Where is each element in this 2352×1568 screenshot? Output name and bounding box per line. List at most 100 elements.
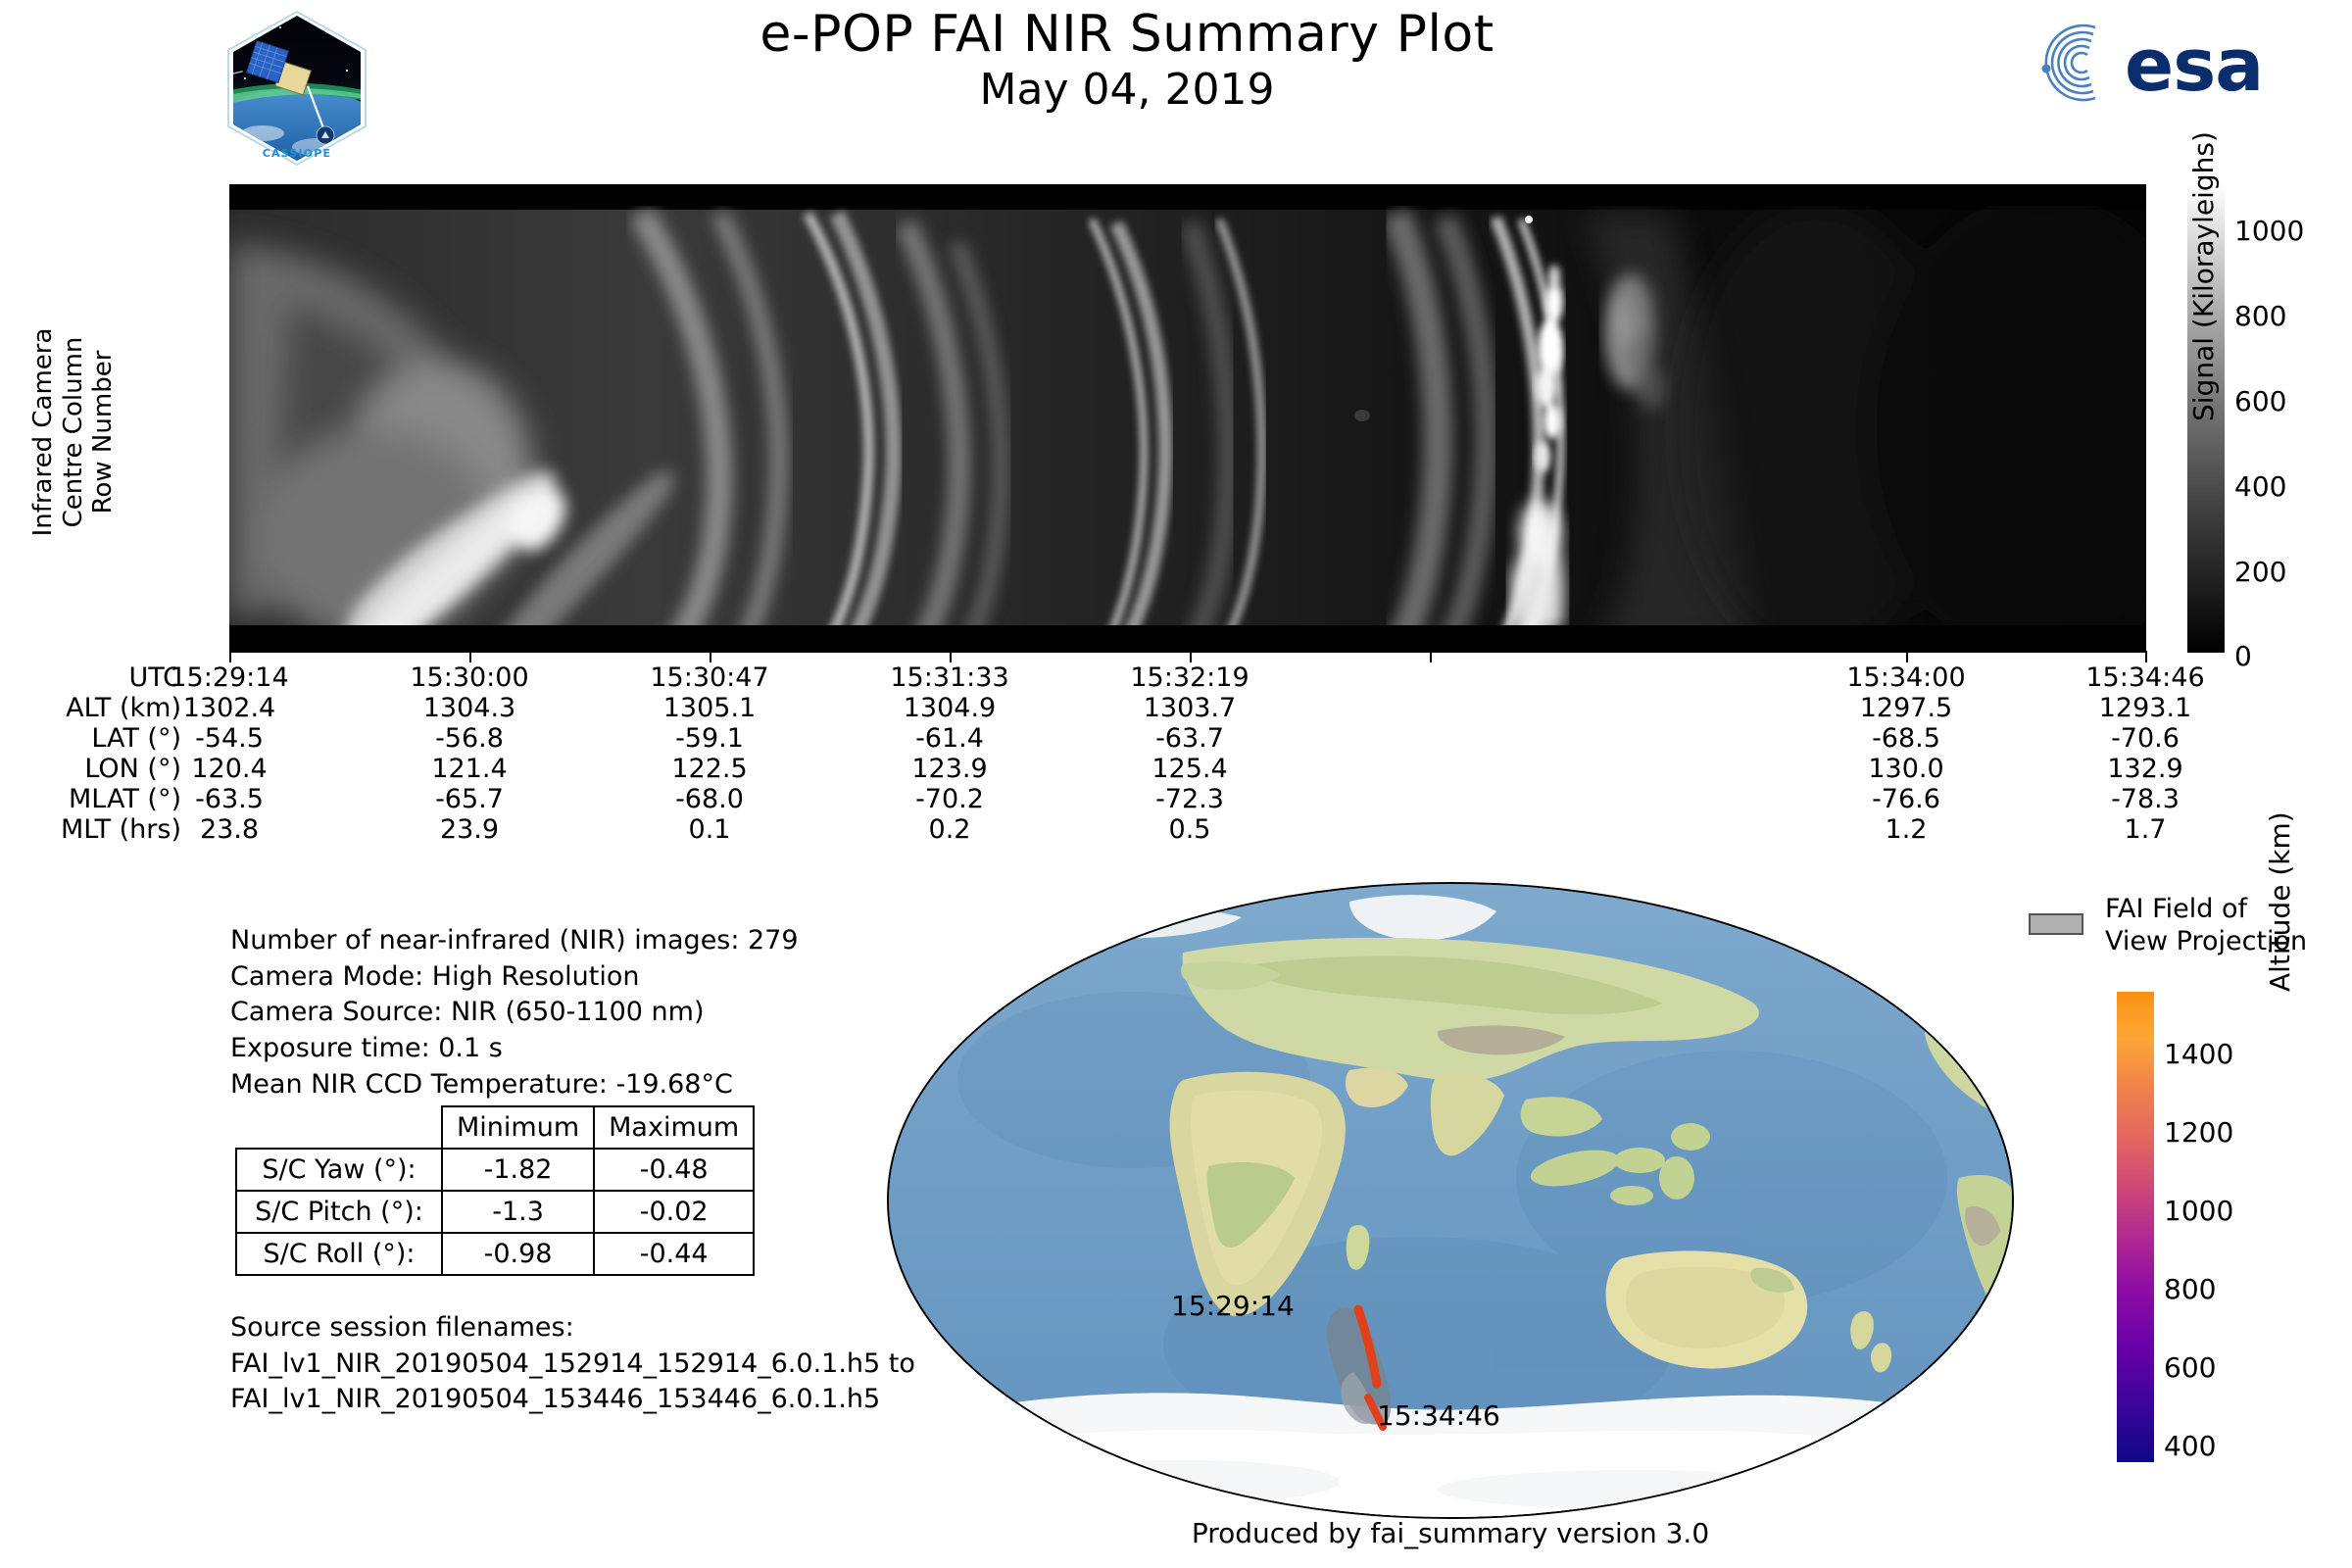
- attitude-label-pitch: S/C Pitch (°):: [235, 1190, 443, 1234]
- ephemeris-row-mlt: MLT (hrs) 23.8 23.9 0.1 0.2 0.5 1.2 1.7: [0, 814, 2283, 845]
- cassiope-logo: CASSIOPE: [223, 10, 370, 167]
- fai-fov-legend-swatch: [2029, 913, 2083, 935]
- ephemeris-cell-utc-4: 15:32:19: [1130, 662, 1250, 693]
- title-date: May 04, 2019: [979, 64, 1275, 115]
- info-line-ccd-temperature: Mean NIR CCD Temperature: -19.68°C: [230, 1068, 733, 1100]
- altitude-colorbar-tick-400: 400: [2164, 1430, 2217, 1462]
- signal-colorbar-tick-600: 600: [2234, 385, 2287, 417]
- ephemeris-cell-mlt-4: 0.5: [1168, 814, 1211, 845]
- attitude-pitch-min: -1.3: [440, 1190, 596, 1234]
- world-map-globe: [887, 882, 2014, 1519]
- signal-colorbar-tick-1000: 1000: [2234, 215, 2305, 247]
- keogram-y-axis-label: Infrared Camera Centre Column Row Number: [28, 158, 119, 707]
- attitude-label-roll: S/C Roll (°):: [235, 1232, 443, 1276]
- attitude-yaw-min: -1.82: [440, 1148, 596, 1192]
- fai-fov-swath-lower: [1341, 1372, 1375, 1424]
- ephemeris-cell-mlat-7: -78.3: [2111, 784, 2180, 814]
- esa-wordmark: esa: [2125, 24, 2263, 108]
- altitude-colorbar-tick-1400: 1400: [2164, 1038, 2234, 1070]
- ephemeris-cell-mlt-6: 1.2: [1885, 814, 1928, 845]
- ephemeris-cell-mlat-0: -63.5: [195, 784, 264, 814]
- ephemeris-cell-mlt-0: 23.8: [199, 814, 260, 845]
- attitude-table-header-row: Minimum Maximum: [236, 1105, 756, 1150]
- world-map: 15:29:14 15:34:46: [887, 882, 2014, 1519]
- ephemeris-cell-alt-0: 1302.4: [182, 693, 276, 723]
- keogram-y-axis-label-line1: Infrared Camera: [27, 327, 58, 537]
- attitude-table-row-yaw: S/C Yaw (°): -1.82 -0.48: [235, 1148, 756, 1192]
- ephemeris-cell-mlat-2: -68.0: [675, 784, 744, 814]
- ephemeris-cell-lat-2: -59.1: [675, 723, 744, 754]
- info-line-exposure-time: Exposure time: 0.1 s: [230, 1033, 503, 1064]
- ephemeris-row-label-lat: LAT (°): [91, 723, 181, 754]
- camera-info-block: Number of near-infrared (NIR) images: 27…: [230, 923, 799, 1103]
- ephemeris-cell-alt-3: 1304.9: [903, 693, 997, 723]
- ephemeris-cell-mlt-3: 0.2: [928, 814, 971, 845]
- ephemeris-cell-utc-2: 15:30:47: [650, 662, 769, 693]
- ephemeris-cell-mlt-7: 1.7: [2124, 814, 2167, 845]
- source-filenames-heading: Source session filenames:: [230, 1312, 574, 1343]
- cassiope-logo-caption: CASSIOPE: [263, 147, 332, 160]
- source-filename-first: FAI_lv1_NIR_20190504_152914_152914_6.0.1…: [230, 1348, 915, 1379]
- ephemeris-cell-lon-7: 132.9: [2107, 754, 2183, 784]
- orbit-track-lower: [1364, 1394, 1387, 1431]
- keogram-y-axis-label-line2: Centre Column: [58, 336, 88, 528]
- attitude-yaw-max: -0.48: [593, 1148, 756, 1192]
- ephemeris-table: UTC 15:29:14 15:30:00 15:30:47 15:31:33 …: [0, 651, 2283, 845]
- altitude-colorbar-tick-600: 600: [2164, 1351, 2217, 1384]
- ephemeris-cell-alt-7: 1293.1: [2098, 693, 2192, 723]
- altitude-colorbar-tick-800: 800: [2164, 1273, 2217, 1305]
- ephemeris-cell-lon-2: 122.5: [671, 754, 748, 784]
- esa-logo: esa: [2019, 14, 2313, 112]
- keogram-plot: 0 50 100 150 200 250: [229, 184, 2146, 653]
- ephemeris-row-label-utc: UTC: [128, 662, 181, 693]
- signal-colorbar-tick-800: 800: [2234, 300, 2287, 332]
- produced-by-caption: Produced by fai_summary version 3.0: [1191, 1517, 1710, 1549]
- map-start-time-label: 15:29:14: [1171, 1290, 1295, 1322]
- ephemeris-cell-lat-4: -63.7: [1155, 723, 1224, 754]
- signal-colorbar-tick-400: 400: [2234, 470, 2287, 503]
- info-line-image-count: Number of near-infrared (NIR) images: 27…: [230, 925, 799, 956]
- fai-fov-legend-line2: View Projection: [2105, 925, 2308, 956]
- altitude-colorbar: [2117, 992, 2154, 1462]
- ephemeris-cell-lon-3: 123.9: [911, 754, 988, 784]
- ephemeris-cell-lon-1: 121.4: [431, 754, 508, 784]
- ephemeris-cell-mlat-6: -76.6: [1872, 784, 1940, 814]
- attitude-table-header-maximum: Maximum: [593, 1105, 756, 1150]
- info-line-camera-source: Camera Source: NIR (650-1100 nm): [230, 997, 705, 1028]
- altitude-colorbar-tick-1200: 1200: [2164, 1116, 2234, 1149]
- ephemeris-cell-lat-6: -68.5: [1872, 723, 1940, 754]
- attitude-pitch-max: -0.02: [593, 1190, 756, 1234]
- page-title: e-POP FAI NIR Summary Plot May 04, 2019: [588, 8, 1666, 115]
- ephemeris-row-label-mlt: MLT (hrs): [60, 814, 181, 845]
- ephemeris-cell-alt-1: 1304.3: [422, 693, 516, 723]
- ephemeris-cell-mlt-2: 0.1: [688, 814, 731, 845]
- world-map-svg: [889, 884, 2012, 1517]
- ephemeris-row-label-alt: ALT (km): [66, 693, 181, 723]
- attitude-label-yaw: S/C Yaw (°):: [235, 1148, 443, 1192]
- ephemeris-row-label-lon: LON (°): [84, 754, 181, 784]
- orbit-track-upper: [1353, 1304, 1382, 1389]
- ephemeris-row-alt: ALT (km) 1302.4 1304.3 1305.1 1304.9 130…: [0, 693, 2283, 723]
- altitude-colorbar-tick-1000: 1000: [2164, 1195, 2234, 1227]
- ephemeris-row-lat: LAT (°) -54.5 -56.8 -59.1 -61.4 -63.7 -6…: [0, 723, 2283, 754]
- ephemeris-cell-utc-0: 15:29:14: [170, 662, 289, 693]
- ephemeris-row-utc: UTC 15:29:14 15:30:00 15:30:47 15:31:33 …: [0, 662, 2283, 693]
- ephemeris-cell-lat-0: -54.5: [195, 723, 264, 754]
- attitude-table-corner: [236, 1106, 442, 1149]
- ephemeris-cell-alt-4: 1303.7: [1143, 693, 1237, 723]
- keogram-y-axis-label-line3: Row Number: [88, 350, 119, 514]
- title-main: e-POP FAI NIR Summary Plot: [760, 5, 1494, 64]
- attitude-table-header-minimum: Minimum: [440, 1105, 596, 1150]
- signal-colorbar-tick-200: 200: [2234, 556, 2287, 588]
- map-end-time-label: 15:34:46: [1377, 1399, 1500, 1432]
- ephemeris-cell-lon-0: 120.4: [191, 754, 268, 784]
- ephemeris-cell-utc-1: 15:30:00: [410, 662, 529, 693]
- signal-colorbar-label: Signal (Kilorayleighs): [2187, 131, 2220, 421]
- attitude-table-row-pitch: S/C Pitch (°): -1.3 -0.02: [235, 1190, 756, 1234]
- altitude-colorbar-label: Altitude (km): [2264, 811, 2296, 992]
- keogram-image: [229, 184, 2146, 653]
- ephemeris-cell-lon-6: 130.0: [1868, 754, 1944, 784]
- ephemeris-cell-mlat-3: -70.2: [915, 784, 984, 814]
- ephemeris-cell-lat-1: -56.8: [435, 723, 504, 754]
- info-line-camera-mode: Camera Mode: High Resolution: [230, 960, 640, 992]
